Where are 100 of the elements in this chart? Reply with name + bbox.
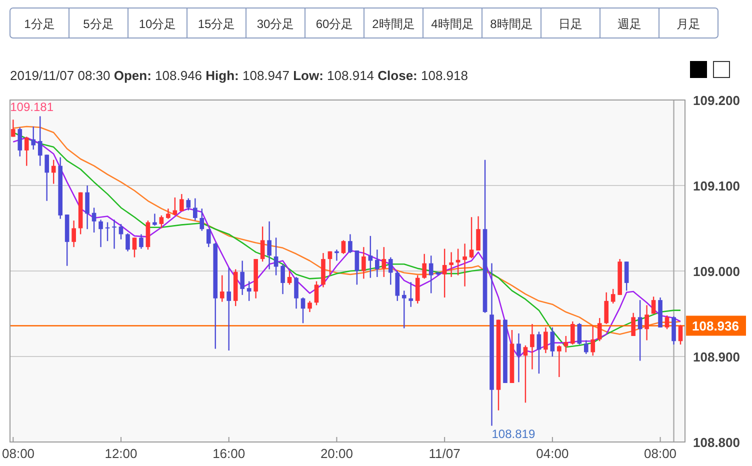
candlestick [597,317,602,342]
candlestick [422,253,427,280]
candlestick [644,304,649,341]
text: 10分足 [138,17,176,31]
candlestick [442,248,447,298]
text: 2時間足 [372,17,415,31]
candlestick [200,208,204,232]
candlestick [348,234,352,254]
candlestick [267,220,272,270]
candlestick [132,237,137,258]
candlestick [159,214,164,229]
candlestick [98,219,103,248]
candlestick [523,344,528,404]
candlestick [118,223,124,240]
candlestick [260,226,265,262]
candlestick [557,344,562,378]
candlestick [469,216,474,259]
candlestick [246,280,252,302]
y-tick-label: 108.800 [693,435,740,450]
x-tick-label: 08:00 [644,446,677,461]
y-tick-label: 109.100 [693,178,740,194]
text: 月足 [676,17,700,31]
candlestick [570,320,575,346]
ref-line-label: 108.936 [692,318,739,334]
candlestick [456,248,460,276]
candlestick [604,292,609,325]
candlestick [428,255,434,294]
x-tick-label: 16:00 [212,446,246,461]
candlestick [328,250,332,276]
candlestick [624,260,629,292]
candlestick [166,208,170,220]
candlestick [38,116,42,166]
candlestick [105,222,110,242]
candlestick [382,246,386,278]
candlestick [678,324,683,346]
x-tick-label: 12:00 [104,446,138,461]
candlestick [550,326,555,358]
text: 30分足 [256,17,294,31]
candlestick [638,299,642,362]
text: 15分足 [198,17,236,31]
x-tick-label: 20:00 [320,446,353,461]
candlestick [362,246,366,280]
candlestick [24,136,29,166]
candlestick [192,198,198,222]
candlestick [72,220,76,248]
candlestick [226,266,232,352]
candlestick [577,322,582,346]
candlestick [31,126,36,150]
candlestick [300,296,306,324]
candlestick [610,288,616,304]
candlestick [415,274,420,304]
x-tick-label: 08:00 [2,446,35,461]
text: 1分足 [24,17,55,31]
candlestick [584,340,588,355]
candlestick [180,193,184,212]
candlestick [274,237,278,276]
candlestick [152,213,157,226]
candlestick [126,232,130,252]
candlestick [308,300,312,313]
text: 4時間足 [431,17,474,31]
candlestick [672,316,676,346]
candlestick [354,250,360,286]
candlestick [206,228,211,248]
candlestick [287,270,292,286]
candlestick [112,219,116,250]
candlestick [530,323,534,370]
annotation: 108.819 [492,426,536,441]
candlestick [10,119,16,138]
candlestick [341,240,346,254]
text: 週足 [618,17,642,31]
candlestick [240,260,244,296]
candlestick [334,249,339,262]
candlestick [368,235,373,278]
candlestick [476,216,480,252]
candlestick [664,314,670,330]
candlestick [375,249,380,278]
y-tick-label: 108.900 [693,350,740,364]
text: 8時間足 [490,17,533,31]
x-tick-label: 04:00 [536,446,569,461]
x-tick-label: 11/07 [428,446,460,461]
candlestick [536,331,542,374]
candlestick [18,126,22,158]
candlestick [314,280,319,306]
candlestick [92,207,96,234]
candlestick [294,276,298,310]
candlestick [402,290,406,329]
candlestick [280,264,285,295]
candlestick [462,243,467,287]
candlestick [44,154,50,202]
candlestick [220,274,224,302]
candlestick [544,326,548,354]
candlestick [449,252,454,278]
candlestick [388,256,393,286]
candlestick [139,234,144,250]
candlestick [631,312,636,337]
annotation: 109.181 [10,100,54,114]
candlestick [516,332,521,383]
y-tick-label: 109.200 [693,93,740,108]
candlestick [395,270,400,302]
candlestick [651,296,656,314]
